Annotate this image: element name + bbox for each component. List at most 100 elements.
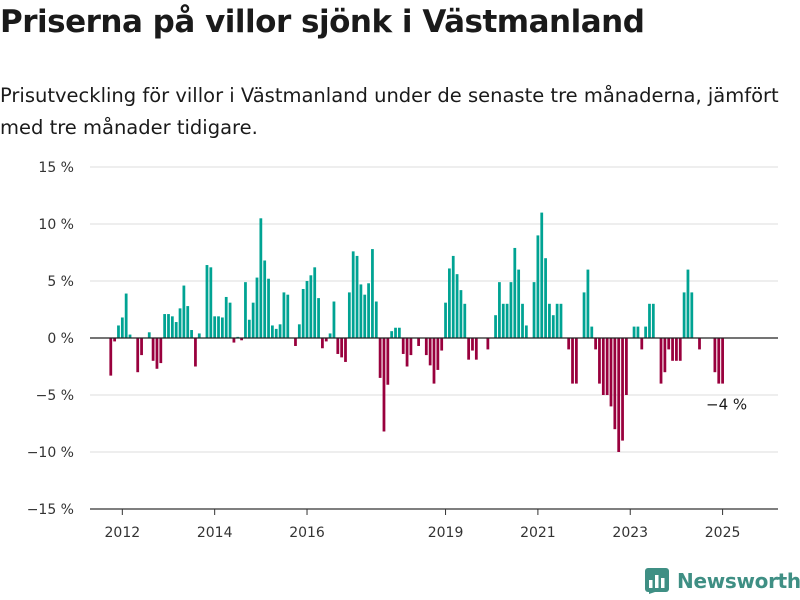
bar: [355, 255, 359, 338]
x-axis: 2012 2014 2016 2019 2021 2023 2025: [105, 509, 740, 541]
bar: [424, 338, 428, 356]
bar: [555, 303, 559, 338]
bar: [444, 302, 447, 338]
bar: [255, 277, 259, 338]
bar: [409, 338, 413, 356]
bar: [536, 235, 540, 338]
bars: [109, 212, 724, 452]
x-tick-label: 2021: [520, 525, 556, 541]
bar: [359, 284, 363, 338]
bar: [174, 322, 178, 338]
bar: [605, 338, 609, 395]
bar: [267, 278, 270, 338]
bar: [382, 338, 386, 432]
bar: [486, 338, 490, 350]
bar: [390, 331, 394, 338]
bar: [286, 294, 290, 338]
bar: [347, 292, 351, 338]
bar: [544, 258, 547, 338]
bar: [363, 294, 367, 338]
bar: [386, 338, 390, 385]
bar: [394, 327, 397, 338]
bar: [636, 326, 640, 338]
bar: [159, 338, 163, 364]
x-tick-label: 2014: [197, 525, 233, 541]
y-tick-label: 0 %: [47, 331, 74, 347]
bar: [217, 316, 220, 338]
bar: [251, 302, 255, 338]
bar: [440, 338, 444, 351]
bar: [713, 338, 717, 373]
bar: [601, 338, 605, 395]
bar: [613, 338, 617, 430]
bar: [721, 338, 724, 384]
bar: [224, 296, 228, 338]
bar: [232, 338, 236, 343]
bar: [282, 292, 286, 338]
bar: [263, 260, 267, 338]
bar: [182, 285, 186, 338]
bar: [336, 338, 340, 354]
y-tick-label: −10 %: [27, 445, 74, 461]
bar: [717, 338, 721, 384]
bar: [455, 274, 459, 338]
bar: [432, 338, 436, 384]
bar: [194, 338, 197, 367]
bar: [109, 338, 113, 376]
bar: [640, 338, 644, 350]
bar: [625, 338, 628, 395]
bar: [459, 290, 463, 338]
bar: [294, 338, 297, 346]
bar: [155, 338, 159, 369]
bar: [494, 315, 497, 338]
y-tick-label: 15 %: [38, 160, 74, 176]
bar: [463, 303, 467, 338]
bar: [405, 338, 409, 367]
bar: [186, 306, 190, 338]
y-axis: 15 % 10 % 5 % 0 % −5 % −10 % −15 %: [27, 160, 74, 518]
bar: [517, 269, 521, 338]
bar: [367, 283, 370, 338]
bar: [124, 293, 128, 338]
bar: [205, 265, 209, 338]
bar: [321, 338, 324, 349]
bar: [309, 275, 313, 338]
last-value-annotation: −4 %: [706, 396, 747, 414]
bar: [521, 303, 524, 338]
newsworthy-logo: Newsworthy: [645, 568, 800, 594]
bar: [371, 249, 374, 338]
bar: [163, 314, 167, 338]
bar: [617, 338, 621, 452]
bar: [332, 301, 336, 338]
bar: [417, 338, 420, 346]
bar: [467, 338, 471, 360]
bar: [301, 288, 305, 338]
bar: [401, 338, 405, 354]
bar: [582, 292, 586, 338]
x-tick-label: 2023: [612, 525, 648, 541]
bar: [590, 326, 594, 338]
bar: [328, 333, 332, 338]
bar: [471, 338, 474, 351]
bar: [140, 338, 143, 356]
bar: [594, 338, 597, 350]
bar: [344, 338, 347, 362]
bar: [451, 255, 455, 338]
bar: [644, 326, 648, 338]
bar: [524, 325, 528, 338]
x-tick-label: 2012: [105, 525, 141, 541]
bar: [220, 317, 224, 338]
bar: [690, 292, 694, 338]
bar: [228, 302, 232, 338]
bar: [648, 303, 651, 338]
brand-name: Newsworthy: [677, 569, 800, 593]
bar: [498, 282, 501, 338]
bar: [513, 247, 517, 338]
bar: [574, 338, 578, 384]
bar: [586, 269, 590, 338]
bar: [170, 316, 174, 338]
y-tick-label: −15 %: [27, 502, 74, 518]
bar: [259, 218, 263, 338]
bar: [297, 324, 301, 338]
bar: [167, 314, 170, 338]
